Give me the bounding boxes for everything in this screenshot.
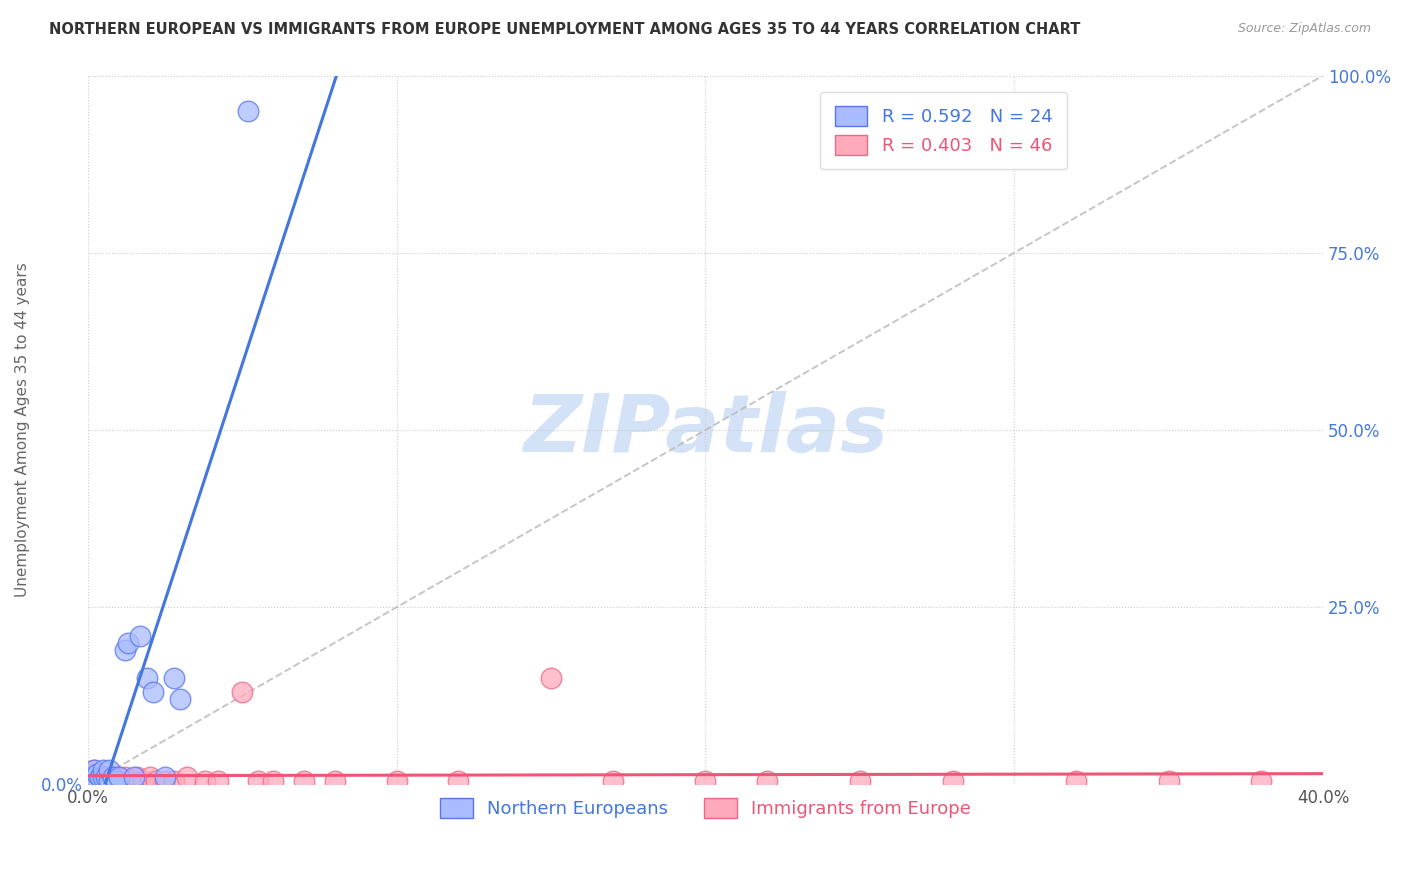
Point [238, 103, 260, 118]
Point [385, 773, 408, 788]
Point [194, 773, 217, 788]
Point [91, 770, 114, 784]
Point [246, 773, 269, 788]
Point [86, 773, 108, 788]
Point [107, 770, 129, 784]
Point [122, 773, 145, 788]
Point [849, 773, 872, 788]
Point [153, 773, 176, 788]
Point [104, 773, 127, 788]
Point [323, 773, 346, 788]
Point [1250, 773, 1272, 788]
Point [98, 764, 121, 778]
Point [83, 764, 105, 778]
Point [96, 770, 118, 784]
Point [111, 773, 134, 788]
Text: Source: ZipAtlas.com: Source: ZipAtlas.com [1237, 22, 1371, 36]
Point [104, 773, 127, 788]
Point [98, 773, 121, 788]
Point [83, 770, 105, 784]
Point [163, 671, 186, 685]
Point [98, 773, 121, 788]
Point [83, 770, 105, 784]
Text: ZIPatlas: ZIPatlas [523, 391, 889, 469]
Point [80, 770, 103, 784]
Point [122, 770, 145, 784]
Point [540, 671, 562, 685]
Point [129, 629, 152, 643]
Point [207, 773, 229, 788]
Point [138, 770, 160, 784]
Point [127, 770, 149, 784]
Point [114, 770, 136, 784]
Point [89, 770, 111, 784]
Point [169, 692, 191, 706]
Point [1157, 773, 1180, 788]
Point [114, 642, 136, 657]
Point [83, 764, 105, 778]
Point [91, 764, 114, 778]
Point [132, 773, 155, 788]
Point [145, 773, 167, 788]
Point [101, 770, 124, 784]
Point [602, 773, 624, 788]
Point [135, 671, 157, 685]
Point [447, 773, 470, 788]
Point [292, 773, 315, 788]
Y-axis label: Unemployment Among Ages 35 to 44 years: Unemployment Among Ages 35 to 44 years [15, 262, 30, 598]
Point [91, 770, 114, 784]
Point [756, 773, 779, 788]
Point [117, 773, 139, 788]
Point [86, 766, 108, 780]
Point [80, 770, 103, 784]
Point [80, 773, 103, 788]
Point [86, 773, 108, 788]
Point [262, 773, 284, 788]
Point [101, 770, 124, 784]
Point [117, 635, 139, 649]
Point [163, 773, 186, 788]
Point [89, 773, 111, 788]
Text: NORTHERN EUROPEAN VS IMMIGRANTS FROM EUROPE UNEMPLOYMENT AMONG AGES 35 TO 44 YEA: NORTHERN EUROPEAN VS IMMIGRANTS FROM EUR… [49, 22, 1081, 37]
Point [153, 770, 176, 784]
Point [86, 766, 108, 780]
Point [1064, 773, 1087, 788]
Point [91, 773, 114, 788]
Point [96, 773, 118, 788]
Point [96, 770, 118, 784]
Point [107, 770, 129, 784]
Point [231, 685, 253, 699]
Point [941, 773, 963, 788]
Point [176, 770, 198, 784]
Point [142, 685, 165, 699]
Point [80, 766, 103, 780]
Point [695, 773, 717, 788]
Point [89, 770, 111, 784]
Legend: Northern Europeans, Immigrants from Europe: Northern Europeans, Immigrants from Euro… [433, 790, 979, 825]
